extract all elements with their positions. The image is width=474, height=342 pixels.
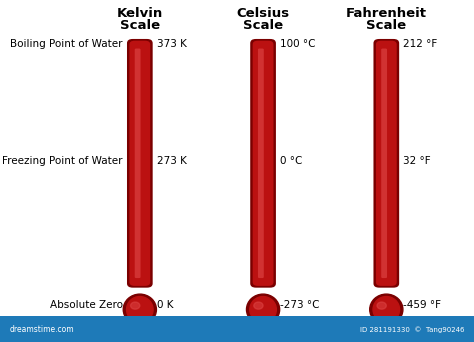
FancyBboxPatch shape xyxy=(127,39,153,288)
Text: ID 281191330  ©  Tang90246: ID 281191330 © Tang90246 xyxy=(360,326,465,332)
Text: 0 °C: 0 °C xyxy=(280,156,302,166)
Text: Scale: Scale xyxy=(366,19,406,32)
Text: Absolute Zero: Absolute Zero xyxy=(50,300,123,310)
Ellipse shape xyxy=(377,302,386,309)
FancyBboxPatch shape xyxy=(250,39,276,288)
FancyBboxPatch shape xyxy=(381,49,387,278)
Ellipse shape xyxy=(130,302,140,309)
Bar xyxy=(0,316,474,342)
Text: -273 °C: -273 °C xyxy=(280,300,319,310)
Ellipse shape xyxy=(373,297,400,323)
Ellipse shape xyxy=(254,302,263,309)
Ellipse shape xyxy=(127,297,153,323)
Text: Celsius: Celsius xyxy=(237,7,290,20)
Ellipse shape xyxy=(370,294,403,325)
Text: Boiling Point of Water: Boiling Point of Water xyxy=(10,39,123,50)
Ellipse shape xyxy=(246,294,280,325)
Text: Freezing Point of Water: Freezing Point of Water xyxy=(2,156,123,166)
FancyBboxPatch shape xyxy=(374,39,399,288)
Ellipse shape xyxy=(123,294,156,325)
Text: 212 °F: 212 °F xyxy=(403,39,438,50)
FancyBboxPatch shape xyxy=(253,41,273,286)
Text: 100 °C: 100 °C xyxy=(280,39,316,50)
Text: Scale: Scale xyxy=(120,19,160,32)
Text: dreamstime.com: dreamstime.com xyxy=(9,325,74,334)
Text: Kelvin: Kelvin xyxy=(117,7,163,20)
FancyBboxPatch shape xyxy=(135,49,141,278)
Text: 273 K: 273 K xyxy=(157,156,187,166)
Ellipse shape xyxy=(250,297,276,323)
Text: Scale: Scale xyxy=(243,19,283,32)
Text: 0 K: 0 K xyxy=(157,300,173,310)
Text: 32 °F: 32 °F xyxy=(403,156,431,166)
Text: 373 K: 373 K xyxy=(157,39,187,50)
FancyBboxPatch shape xyxy=(258,49,264,278)
FancyBboxPatch shape xyxy=(376,41,397,286)
Text: -459 °F: -459 °F xyxy=(403,300,441,310)
Text: Fahrenheit: Fahrenheit xyxy=(346,7,427,20)
FancyBboxPatch shape xyxy=(129,41,150,286)
